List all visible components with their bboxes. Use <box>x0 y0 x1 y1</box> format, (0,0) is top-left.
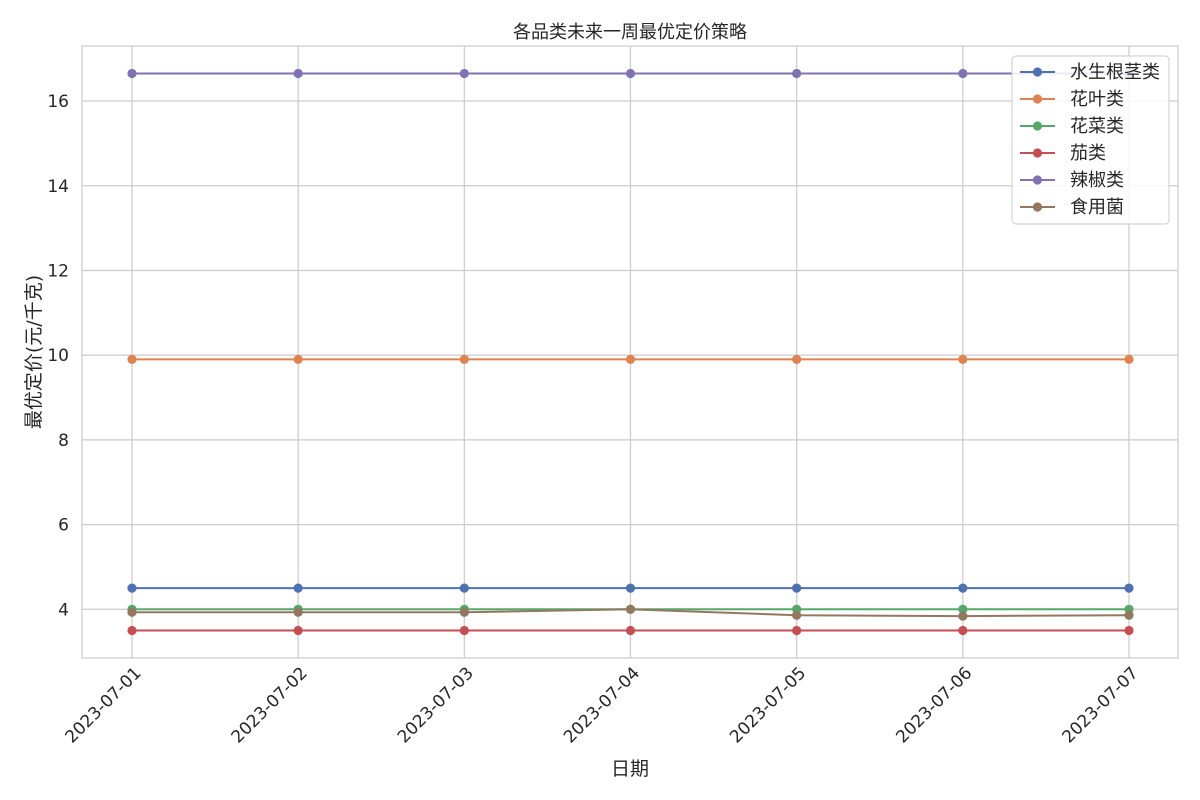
legend-item: 水生根茎类 <box>1020 62 1160 83</box>
y-tick-label: 16 <box>47 92 69 112</box>
data-point <box>625 68 636 79</box>
series-4 <box>127 625 1134 636</box>
legend-item: 辣椒类 <box>1020 170 1124 191</box>
data-point <box>958 604 968 614</box>
data-point <box>625 354 636 365</box>
y-tick-label: 10 <box>47 346 69 366</box>
data-point <box>1124 610 1134 620</box>
legend-label: 辣椒类 <box>1070 170 1124 191</box>
data-point <box>958 354 968 365</box>
data-point <box>792 625 802 636</box>
y-tick-label: 12 <box>47 261 69 281</box>
grid <box>82 46 1178 658</box>
data-point <box>625 583 636 593</box>
data-point <box>792 610 802 620</box>
data-point <box>293 607 303 617</box>
data-point <box>293 625 303 636</box>
series-layer <box>127 68 1134 636</box>
legend-item: 茄类 <box>1020 143 1106 164</box>
y-tick-label: 4 <box>58 600 69 620</box>
data-point <box>459 354 469 365</box>
legend-label: 茄类 <box>1070 143 1106 164</box>
data-point <box>459 625 469 636</box>
y-tick-label: 8 <box>58 431 69 451</box>
legend-swatch-marker <box>1032 175 1043 185</box>
data-point <box>1124 354 1134 365</box>
y-tick-label: 14 <box>47 177 69 197</box>
legend-swatch-marker <box>1032 202 1043 212</box>
x-axis-label: 日期 <box>611 758 649 780</box>
series-6 <box>127 604 1134 621</box>
data-point <box>127 607 137 617</box>
series-1 <box>127 583 1134 593</box>
data-point <box>1124 583 1134 593</box>
data-point <box>293 583 303 593</box>
data-point <box>127 583 137 593</box>
data-point <box>459 583 469 593</box>
data-point <box>1124 625 1134 636</box>
data-point <box>958 583 968 593</box>
legend-swatch-marker <box>1032 67 1043 77</box>
data-point <box>792 354 802 365</box>
data-point <box>127 625 137 636</box>
data-point <box>958 611 968 621</box>
data-point <box>293 68 303 79</box>
y-axis-label: 最优定价(元/千克) <box>23 275 45 429</box>
data-point <box>459 607 469 617</box>
data-point <box>958 68 968 79</box>
legend-item: 食用菌 <box>1020 197 1124 218</box>
data-point <box>625 625 636 636</box>
data-point <box>958 625 968 636</box>
data-point <box>127 68 137 79</box>
data-point <box>625 604 636 614</box>
data-point <box>459 68 469 79</box>
series-2 <box>127 354 1134 365</box>
data-point <box>792 68 802 79</box>
data-point <box>792 583 802 593</box>
legend-label: 花叶类 <box>1070 89 1124 110</box>
legend-swatch-marker <box>1032 121 1043 131</box>
legend-item: 花叶类 <box>1020 89 1124 110</box>
plot-area <box>81 45 1179 659</box>
data-point <box>293 354 303 365</box>
legend-swatch-marker <box>1032 148 1043 158</box>
legend-item: 花菜类 <box>1020 116 1124 137</box>
y-axis-ticks: 4 6 8 10 12 14 16 <box>47 92 69 620</box>
chart-title: 各品类未来一周最优定价策略 <box>513 22 747 43</box>
legend-label: 花菜类 <box>1070 116 1124 137</box>
legend-label: 食用菌 <box>1070 197 1124 218</box>
legend-swatch-marker <box>1032 94 1043 104</box>
legend-label: 水生根茎类 <box>1070 62 1160 83</box>
data-point <box>127 354 137 365</box>
y-tick-label: 6 <box>58 516 69 536</box>
